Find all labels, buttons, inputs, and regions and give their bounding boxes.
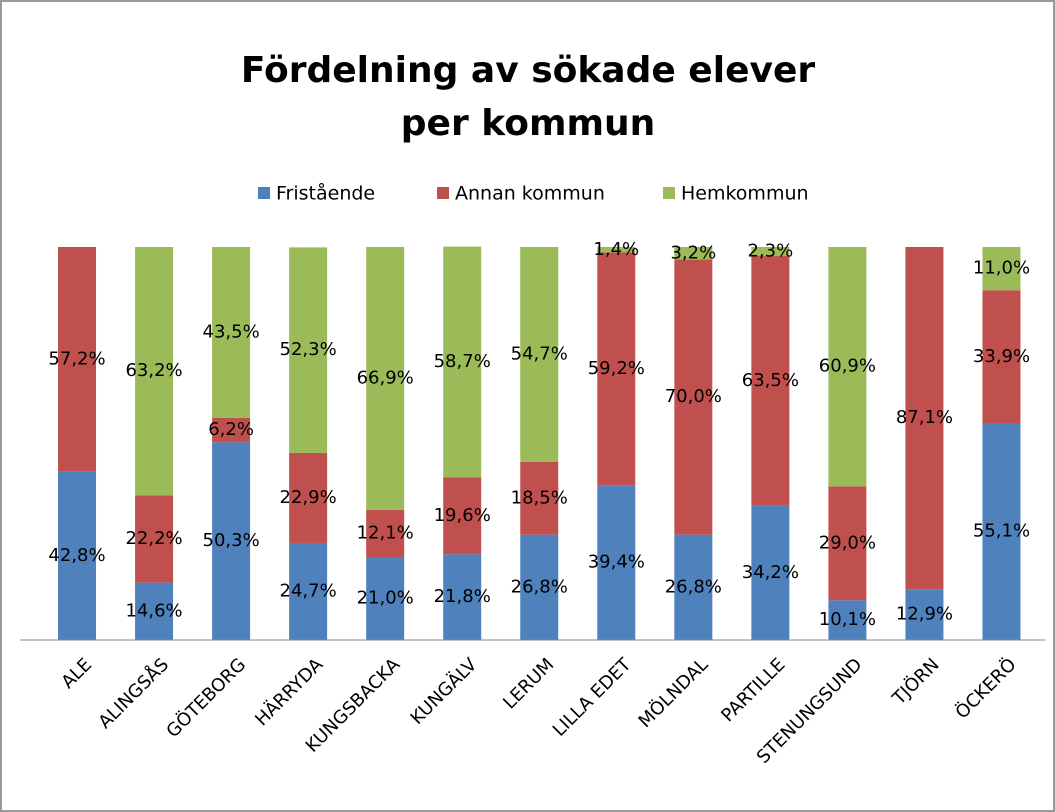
bar-segment: [289, 542, 328, 640]
data-label: 52,3%: [280, 339, 337, 360]
data-label: 6,2%: [208, 419, 254, 440]
bar-segment: [674, 534, 713, 640]
data-label: 11,0%: [973, 258, 1030, 279]
legend-swatch: [437, 187, 449, 199]
bar-segment: [751, 505, 790, 640]
data-label: 2,3%: [747, 241, 793, 262]
data-label: 29,0%: [819, 532, 876, 553]
data-label: 63,2%: [125, 360, 182, 381]
data-label: 1,4%: [593, 239, 639, 260]
chart-title: Fördelning av sökade elever: [241, 50, 816, 91]
bar-segment: [58, 471, 97, 640]
bar-segment: [443, 554, 482, 640]
data-label: 87,1%: [896, 407, 953, 428]
data-label: 24,7%: [280, 580, 337, 601]
bar-segment: [982, 247, 1021, 291]
bar-segment: [289, 247, 328, 453]
bar-segment: [828, 600, 867, 640]
data-label: 50,3%: [203, 530, 260, 551]
data-label: 21,0%: [357, 588, 414, 609]
bar-segment: [674, 259, 713, 535]
data-label: 18,5%: [511, 487, 568, 508]
data-label: 55,1%: [973, 521, 1030, 542]
bar-segment: [905, 247, 944, 590]
bar-segment: [751, 247, 790, 257]
data-label: 21,8%: [434, 586, 491, 607]
legend-swatch: [258, 187, 270, 199]
bar-segment: [212, 442, 251, 640]
bar-segment: [366, 557, 405, 640]
bar-segment: [443, 477, 482, 555]
bar-segment: [674, 247, 713, 260]
bar-segment: [597, 247, 636, 253]
bar-segment: [135, 247, 174, 496]
bar-segment: [905, 589, 944, 640]
data-label: 3,2%: [670, 242, 716, 263]
data-label: 42,8%: [48, 545, 105, 566]
chart-title: per kommun: [401, 103, 655, 144]
bar-segment: [135, 495, 174, 583]
legend-swatch: [663, 187, 675, 199]
bar-segment: [597, 485, 636, 640]
data-label: 39,4%: [588, 552, 645, 573]
data-label: 12,1%: [357, 523, 414, 544]
data-label: 19,6%: [434, 505, 491, 526]
data-label: 63,5%: [742, 370, 799, 391]
data-label: 59,2%: [588, 358, 645, 379]
bar-segment: [443, 246, 482, 478]
data-label: 70,0%: [665, 386, 722, 407]
data-label: 57,2%: [48, 348, 105, 369]
legend-label: Fristående: [276, 182, 375, 205]
bar-segment: [135, 582, 174, 640]
data-label: 43,5%: [203, 321, 260, 342]
bar-segment: [828, 486, 867, 601]
bar-segment: [289, 452, 328, 543]
bar-segment: [520, 534, 559, 640]
bar-segment: [982, 290, 1021, 424]
data-label: 60,9%: [819, 356, 876, 377]
bar-segment: [366, 247, 405, 510]
data-label: 58,7%: [434, 351, 491, 372]
bar-segment: [751, 256, 790, 506]
data-label: 33,9%: [973, 346, 1030, 367]
data-label: 26,8%: [511, 576, 568, 597]
bar-segment: [982, 423, 1021, 640]
bar-segment: [828, 247, 867, 487]
data-label: 34,2%: [742, 562, 799, 583]
data-label: 26,8%: [665, 576, 722, 597]
data-label: 22,9%: [280, 487, 337, 508]
bar-segment: [58, 247, 97, 472]
legend-label: Hemkommun: [681, 183, 809, 205]
bar-segment: [520, 247, 559, 462]
bar-segment: [366, 509, 405, 558]
legend-label: Annan kommun: [455, 183, 605, 205]
data-label: 54,7%: [511, 343, 568, 364]
data-label: 14,6%: [125, 600, 182, 621]
data-label: 10,1%: [819, 609, 876, 630]
bar-segment: [520, 461, 559, 535]
data-label: 12,9%: [896, 604, 953, 625]
bar-segment: [212, 417, 251, 443]
data-label: 66,9%: [357, 367, 414, 388]
data-label: 22,2%: [125, 528, 182, 549]
bar-segment: [597, 252, 636, 486]
bar-segment: [212, 247, 251, 418]
